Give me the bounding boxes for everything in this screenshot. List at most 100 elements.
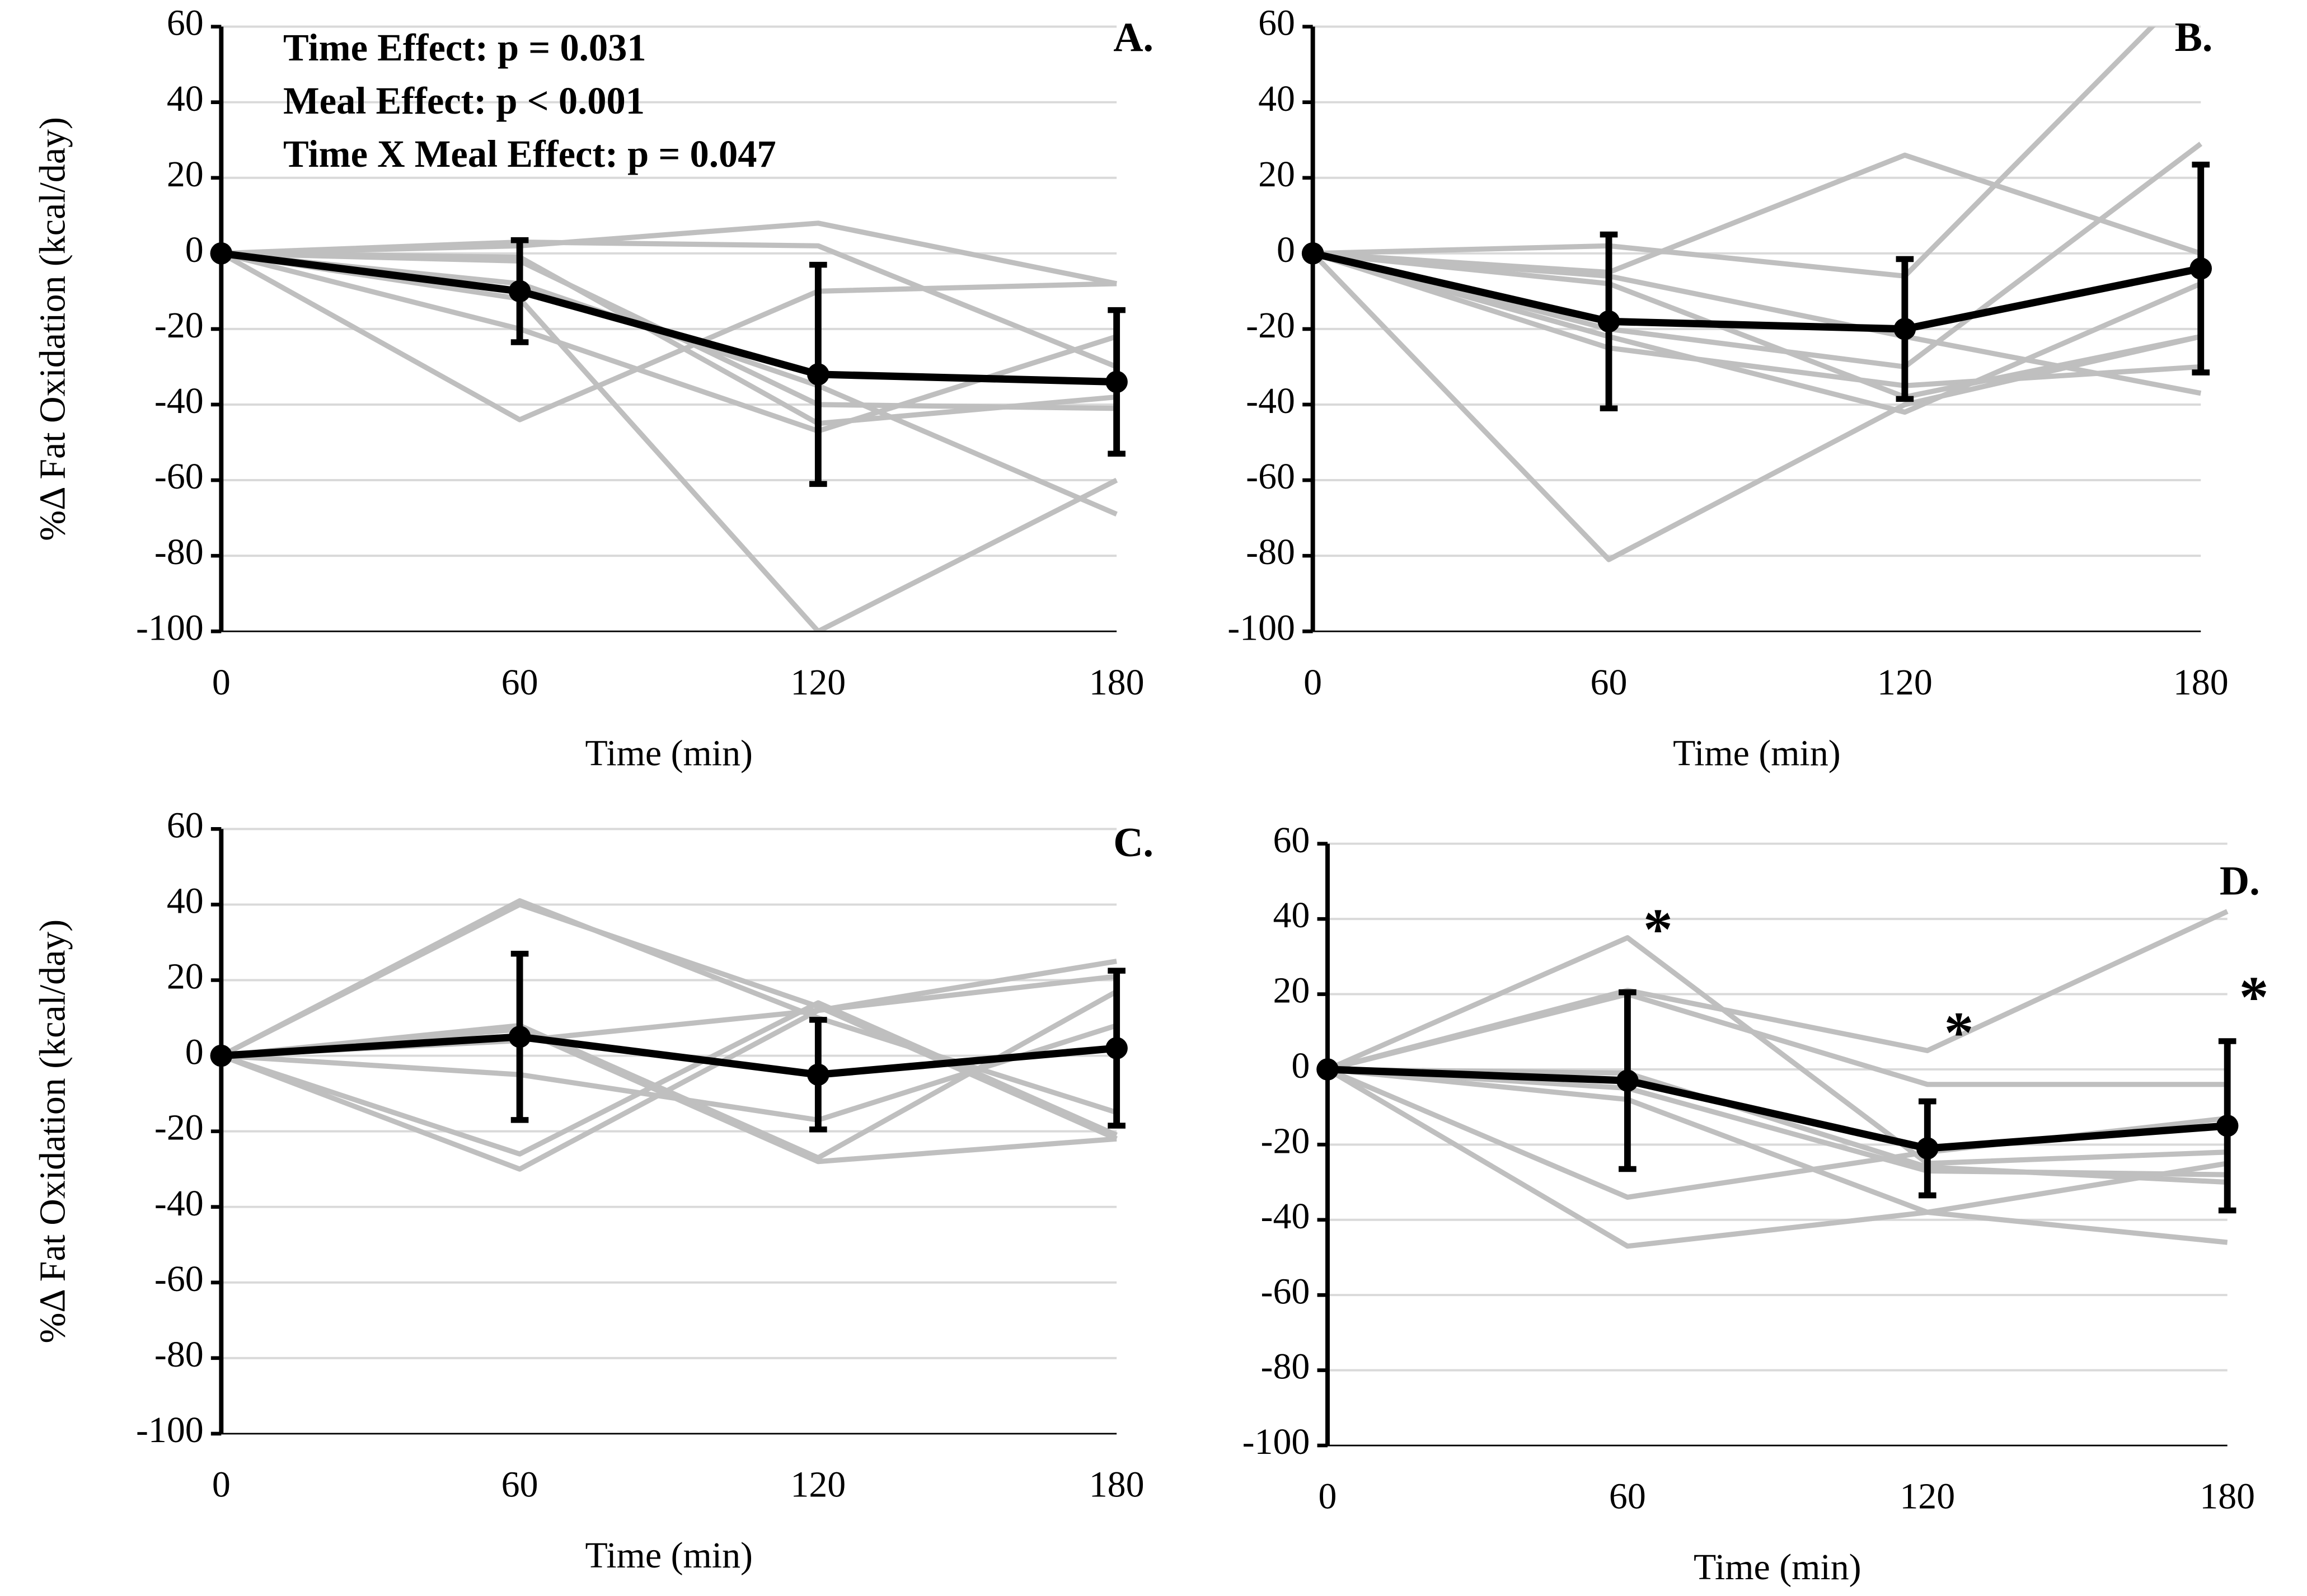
individual-line	[1312, 152, 2202, 275]
y-tick-label: -100	[136, 1410, 204, 1451]
mean-marker	[807, 363, 829, 386]
plot-area	[1326, 909, 2229, 1249]
stat-annotation: Time Effect: p = 0.031	[283, 26, 646, 69]
y-tick-label: -40	[154, 1183, 204, 1224]
individual-line	[1312, 26, 2156, 279]
mean-line	[221, 250, 1117, 386]
mean-marker	[1105, 1037, 1128, 1059]
y-tick-label: 20	[167, 956, 204, 997]
individual-line	[1326, 935, 2228, 1166]
x-tick-label: 180	[1089, 662, 1145, 703]
x-tick-label: 0	[1303, 662, 1322, 703]
y-tick-label: -40	[1261, 1196, 1310, 1237]
x-tick-label: 60	[1609, 1476, 1646, 1517]
y-tick-label: -40	[1246, 381, 1295, 421]
x-tick-label: 60	[501, 1464, 538, 1505]
mean-marker	[1893, 318, 1916, 340]
mean-marker	[1597, 310, 1620, 333]
y-tick-label: 20	[1273, 970, 1310, 1011]
y-tick-label: 60	[167, 3, 204, 44]
mean-marker	[1105, 370, 1128, 393]
mean-marker	[1316, 1058, 1339, 1081]
y-tick-label: 0	[185, 1032, 204, 1073]
x-tick-label: 0	[1319, 1476, 1337, 1517]
y-tick-label: -20	[1261, 1120, 1310, 1161]
y-tick-label: 0	[185, 229, 204, 270]
individual-line	[1326, 991, 2228, 1087]
y-tick-label: 60	[1273, 820, 1310, 861]
plot-area	[220, 898, 1118, 1172]
x-tick-label: 60	[1591, 662, 1628, 703]
individual-line	[1327, 1067, 2228, 1177]
x-tick-label: 120	[790, 1464, 846, 1505]
individual-line	[1312, 251, 2202, 400]
x-axis-label: Time (min)	[1673, 733, 1841, 773]
y-tick-label: 40	[167, 881, 204, 922]
individual-line	[220, 902, 1118, 1142]
y-tick-label: 20	[1258, 154, 1295, 195]
y-tick-label: -20	[154, 1107, 204, 1148]
x-tick-label: 60	[501, 662, 538, 703]
y-tick-label: 60	[1258, 3, 1295, 44]
y-tick-label: -20	[154, 305, 204, 346]
y-tick-label: -80	[154, 532, 204, 572]
y-tick-label: -60	[1246, 456, 1295, 497]
panel: -100 -80 -60 -40 -20 0 20 40 60 0 60 120 180 Time (mi…	[1227, 3, 2229, 774]
significance-marker: *	[2239, 964, 2269, 1030]
y-tick-label: -60	[1261, 1271, 1310, 1312]
x-tick-label: 180	[1089, 1464, 1145, 1505]
individual-line	[220, 1000, 1118, 1157]
plot-area	[220, 220, 1118, 632]
x-tick-label: 0	[212, 662, 231, 703]
mean-marker	[2189, 257, 2212, 280]
panel-label: C.	[1113, 819, 1154, 865]
x-tick-label: 120	[1900, 1476, 1955, 1517]
panel: -100 -80 -60 -40 -20 0 20 40 60 0 60 120 180 Time (mi…	[32, 3, 1154, 774]
individual-line	[221, 251, 1118, 517]
individual-line	[221, 239, 1118, 369]
individual-line	[1312, 251, 2202, 415]
mean-marker	[508, 1026, 531, 1048]
panel: -100 -80 -60 -40 -20 0 20 40 60 0 60 120 180 Time (mi…	[1242, 820, 2269, 1588]
mean-marker	[1301, 242, 1324, 265]
y-axis-label: %Δ Fat Oxidation (kcal/day)	[32, 919, 73, 1344]
mean-line	[1312, 250, 2202, 333]
mean-marker	[1916, 1137, 1939, 1160]
y-tick-label: 20	[167, 154, 204, 195]
individual-line	[220, 959, 1117, 1172]
y-tick-label: 60	[167, 805, 204, 846]
y-tick-label: -60	[154, 1259, 204, 1299]
individual-line	[1326, 1067, 2228, 1249]
individual-line	[1326, 909, 2229, 1072]
individual-line	[221, 251, 1118, 632]
mean-marker	[2216, 1114, 2239, 1137]
panel-label: B.	[2175, 14, 2213, 60]
y-tick-label: 40	[167, 78, 204, 119]
x-axis-label: Time (min)	[585, 1535, 753, 1576]
y-tick-label: -60	[154, 456, 204, 497]
individual-line	[221, 1026, 1117, 1165]
y-tick-label: -80	[1261, 1346, 1310, 1387]
significance-marker: *	[1944, 999, 1974, 1065]
x-tick-label: 120	[1877, 662, 1933, 703]
x-tick-label: 180	[2173, 662, 2229, 703]
individual-line	[220, 251, 1117, 423]
y-tick-label: -20	[1246, 305, 1295, 346]
y-tick-label: -80	[154, 1334, 204, 1375]
plot-area	[1311, 26, 2203, 562]
x-axis-label: Time (min)	[1694, 1547, 1861, 1588]
y-tick-label: 40	[1273, 895, 1310, 936]
x-tick-label: 120	[790, 662, 846, 703]
mean-marker	[807, 1063, 829, 1086]
mean-marker	[508, 280, 531, 303]
mean-marker	[210, 1044, 233, 1067]
stat-annotation: Time X Meal Effect: p = 0.047	[283, 133, 776, 175]
mean-marker	[1616, 1069, 1639, 1092]
x-tick-label: 180	[2200, 1476, 2255, 1517]
x-tick-label: 0	[212, 1464, 231, 1505]
y-tick-label: 0	[1277, 229, 1295, 270]
individual-line	[1312, 251, 2201, 388]
individual-line	[221, 251, 1117, 426]
y-tick-label: 0	[1291, 1045, 1310, 1086]
